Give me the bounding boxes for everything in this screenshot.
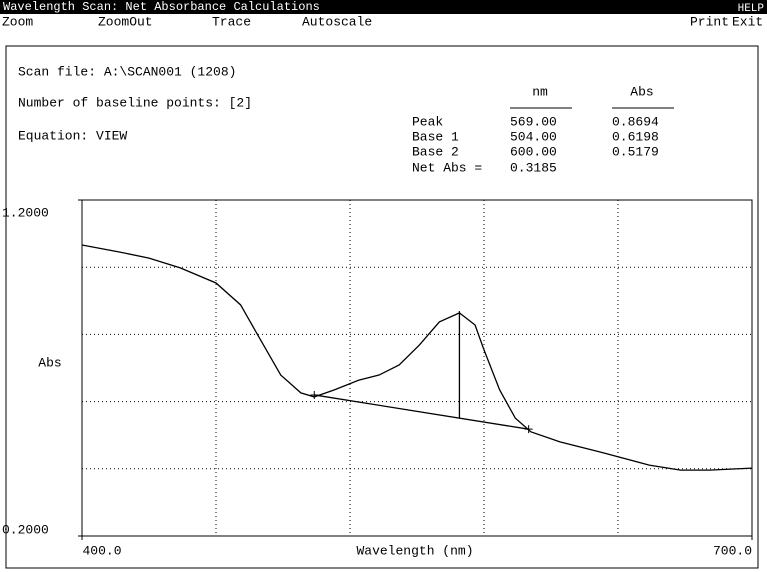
title-bar bbox=[0, 0, 767, 14]
menu-item[interactable]: Autoscale bbox=[302, 14, 372, 29]
table-header: nm bbox=[532, 84, 548, 99]
plot-frame bbox=[81, 199, 753, 537]
table-cell: 0.8694 bbox=[612, 114, 659, 129]
x-tick-label: 400.0 bbox=[82, 543, 121, 558]
table-cell: Peak bbox=[412, 114, 443, 129]
table-cell: 0.5179 bbox=[612, 144, 659, 159]
y-tick-label: 0.2000 bbox=[2, 522, 49, 537]
panel-border bbox=[5, 45, 759, 569]
help[interactable]: HELP bbox=[738, 3, 765, 15]
menu-item[interactable]: Exit bbox=[732, 14, 763, 29]
net-label: Net Abs = bbox=[412, 160, 482, 175]
title: Wavelength Scan: Net Absorbance Calculat… bbox=[3, 0, 320, 14]
menu-item[interactable]: Zoom bbox=[2, 14, 33, 29]
x-tick-label: 700.0 bbox=[713, 543, 752, 558]
base-point bbox=[524, 425, 533, 434]
menu-item[interactable]: Trace bbox=[212, 14, 251, 29]
table-header: Abs bbox=[630, 84, 653, 99]
menu-item[interactable]: Print bbox=[690, 14, 729, 29]
baseline bbox=[314, 394, 529, 430]
base-point bbox=[310, 390, 319, 399]
table-cell: 504.00 bbox=[510, 129, 557, 144]
y-axis-label: Abs bbox=[38, 355, 61, 370]
info-line: Number of baseline points: [2] bbox=[18, 95, 252, 110]
table-cell: Base 2 bbox=[412, 144, 459, 159]
table-cell: 569.00 bbox=[510, 114, 557, 129]
table-cell: 600.00 bbox=[510, 144, 557, 159]
y-tick-label: 1.2000 bbox=[2, 205, 49, 220]
spectrum-line bbox=[81, 244, 753, 471]
net-value: 0.3185 bbox=[510, 160, 557, 175]
info-line: Equation: VIEW bbox=[18, 128, 127, 143]
x-axis-label: Wavelength (nm) bbox=[356, 543, 473, 558]
menu-item[interactable]: ZoomOut bbox=[98, 14, 153, 29]
table-cell: 0.6198 bbox=[612, 129, 659, 144]
table-cell: Base 1 bbox=[412, 129, 459, 144]
info-line: Scan file: A:\SCAN001 (1208) bbox=[18, 64, 236, 79]
